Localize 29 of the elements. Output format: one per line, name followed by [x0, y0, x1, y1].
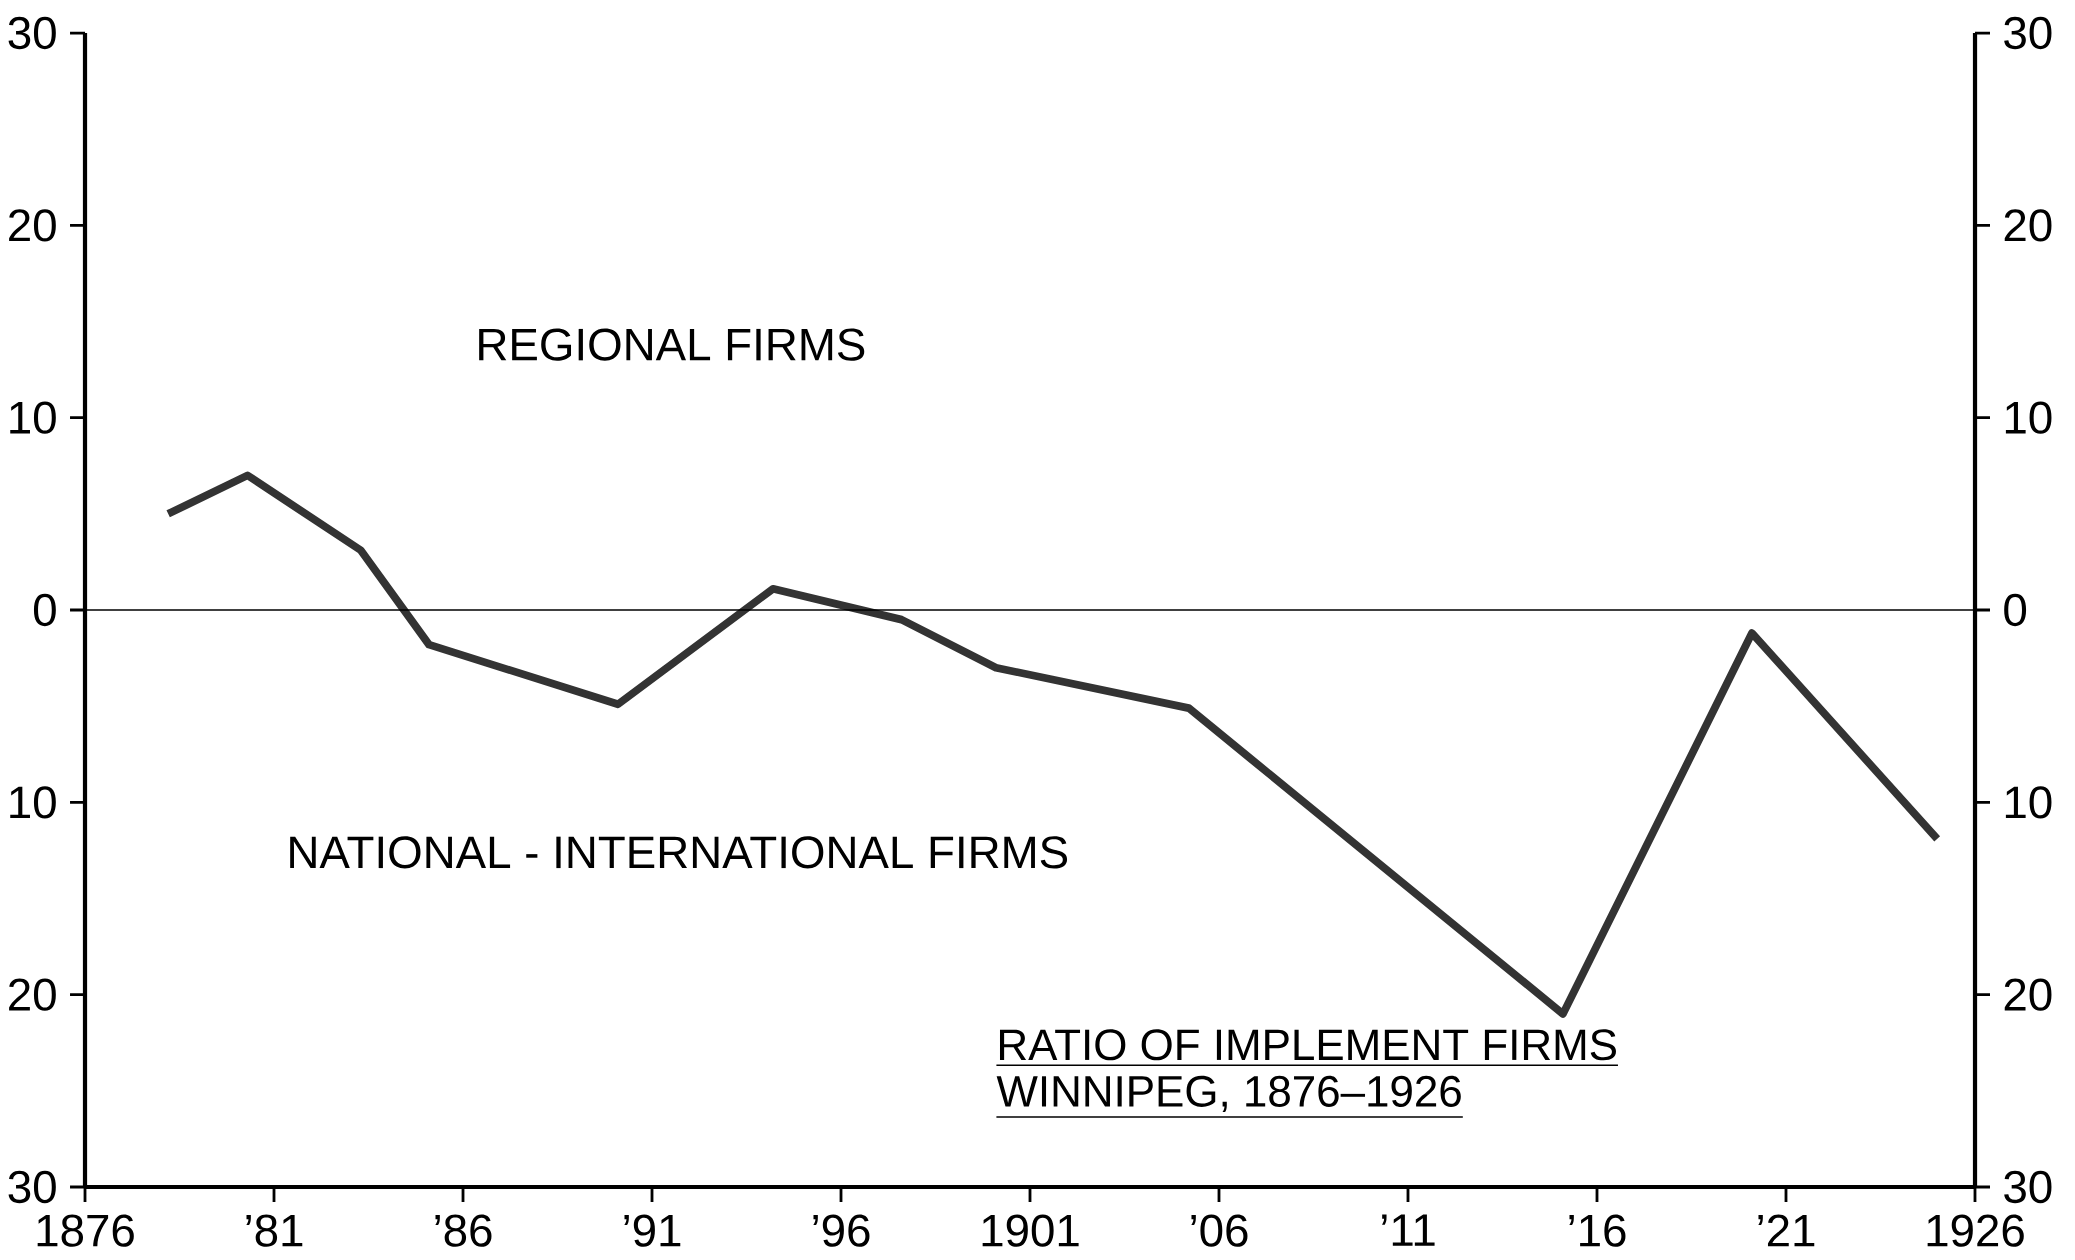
y2-tick-label: 20 [9, 978, 56, 1011]
x-tick-label: ’16 [1569, 1214, 1626, 1247]
annotation: REGIONAL FIRMS [479, 328, 865, 361]
x-tick-label: 1926 [1927, 1214, 2024, 1247]
y-tick-label: 0 [2004, 593, 2027, 627]
y2-tick-label: 30 [8, 16, 56, 50]
x-tick-label: ’06 [1191, 1214, 1248, 1247]
x-tick-label: ’86 [435, 1214, 492, 1247]
y-tick-label: 30 [2004, 16, 2052, 50]
y-tick-label: 10 [2005, 786, 2052, 819]
y-tick-label: 20 [2004, 978, 2052, 1011]
y2-tick-label: 30 [8, 1170, 56, 1204]
y-tick-label: 20 [2004, 209, 2052, 242]
annotation: NATIONAL - INTERNATIONAL FIRMS [290, 836, 1068, 869]
x-tick-label: ’11 [1382, 1214, 1435, 1246]
x-tick-label: ’81 [246, 1214, 303, 1247]
x-tick-label: ’96 [813, 1214, 870, 1247]
y2-tick-label: 0 [33, 593, 56, 627]
y2-tick-label: 10 [10, 401, 56, 434]
text: RATIO OF IMPLEMENT FIRMS [999, 1029, 1616, 1061]
x-tick-label: 1876 [37, 1214, 134, 1247]
y-tick-label: 10 [2005, 401, 2052, 434]
text: WINNIPEG, 1876–1926 [996, 1075, 1461, 1113]
y2-tick-label: 10 [10, 786, 56, 819]
x-tick-label: ’91 [624, 1214, 681, 1247]
x-tick-label: 1901 [982, 1214, 1079, 1247]
y2-tick-label: 20 [9, 209, 56, 242]
y-tick-label: 30 [2004, 1170, 2052, 1204]
x-tick-label: ’21 [1758, 1214, 1815, 1247]
